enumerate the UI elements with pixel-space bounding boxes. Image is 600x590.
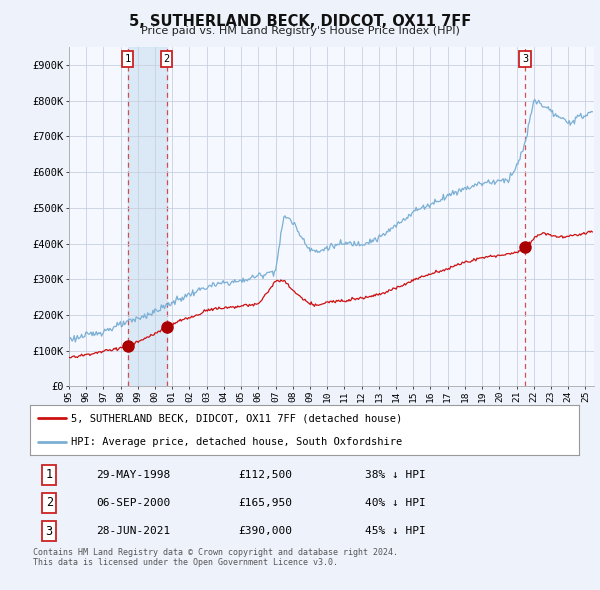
- Text: 45% ↓ HPI: 45% ↓ HPI: [365, 526, 425, 536]
- Text: 3: 3: [522, 54, 528, 64]
- Text: 3: 3: [46, 525, 53, 537]
- Text: Contains HM Land Registry data © Crown copyright and database right 2024.
This d: Contains HM Land Registry data © Crown c…: [33, 548, 398, 567]
- Text: 5, SUTHERLAND BECK, DIDCOT, OX11 7FF: 5, SUTHERLAND BECK, DIDCOT, OX11 7FF: [129, 14, 471, 28]
- Text: 1: 1: [125, 54, 131, 64]
- Bar: [128, 47, 167, 386]
- Text: 2: 2: [46, 496, 53, 510]
- Text: £390,000: £390,000: [239, 526, 293, 536]
- Text: 40% ↓ HPI: 40% ↓ HPI: [365, 498, 425, 508]
- Text: HPI: Average price, detached house, South Oxfordshire: HPI: Average price, detached house, Sout…: [71, 437, 403, 447]
- Text: 29-MAY-1998: 29-MAY-1998: [96, 470, 170, 480]
- Text: 1: 1: [46, 468, 53, 481]
- Text: 06-SEP-2000: 06-SEP-2000: [96, 498, 170, 508]
- Text: 28-JUN-2021: 28-JUN-2021: [96, 526, 170, 536]
- Text: £112,500: £112,500: [239, 470, 293, 480]
- Text: Price paid vs. HM Land Registry's House Price Index (HPI): Price paid vs. HM Land Registry's House …: [140, 26, 460, 36]
- Text: 2: 2: [163, 54, 170, 64]
- Text: £165,950: £165,950: [239, 498, 293, 508]
- Text: 5, SUTHERLAND BECK, DIDCOT, OX11 7FF (detached house): 5, SUTHERLAND BECK, DIDCOT, OX11 7FF (de…: [71, 414, 403, 424]
- Text: 38% ↓ HPI: 38% ↓ HPI: [365, 470, 425, 480]
